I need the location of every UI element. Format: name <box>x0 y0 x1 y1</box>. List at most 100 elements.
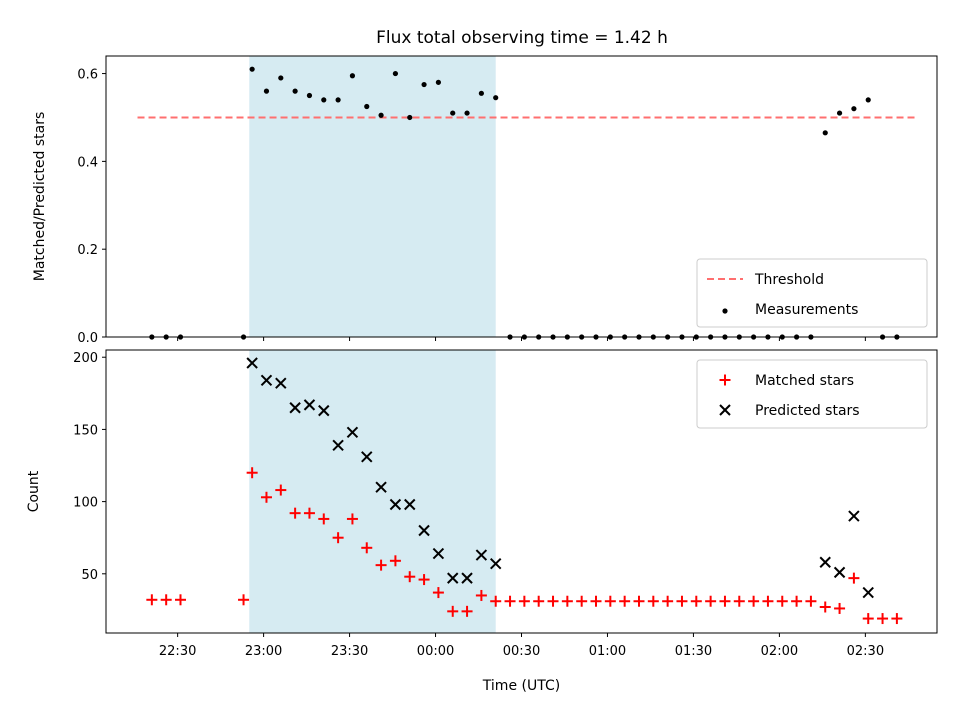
x-tick-label: 23:00 <box>245 644 282 659</box>
x-tick-label: 22:30 <box>159 644 196 659</box>
y-tick-label: 200 <box>73 351 98 366</box>
matched-star-point <box>346 513 358 525</box>
matched-star-point <box>533 595 545 607</box>
predicted-star-point <box>418 524 430 537</box>
cross-b <box>361 451 373 463</box>
cross-b <box>490 557 502 570</box>
observing-window-span-bottom <box>249 350 496 633</box>
predicted-star-point <box>862 586 874 599</box>
ratio-x-ticks <box>177 337 866 341</box>
legend-label: Matched stars <box>755 373 854 389</box>
matched-star-point <box>819 601 831 613</box>
measurement-point <box>478 90 484 96</box>
matched-star-point <box>834 602 846 614</box>
x-tick-label: 01:30 <box>675 644 712 659</box>
matched-star-point <box>260 491 272 503</box>
ratio-panel: 0.0 0.2 0.4 0.6 Matched/Predicted stars Thr… <box>32 55 938 346</box>
cross-b <box>289 402 301 414</box>
predicted-star-point <box>318 404 330 417</box>
cross-b <box>346 426 359 439</box>
count-y-ticks: 50 100 150 200 <box>73 351 106 583</box>
legend-label: Threshold <box>754 272 824 288</box>
matched-star-point <box>690 595 702 607</box>
measurement-point <box>392 70 399 77</box>
x-tick-label: 02:30 <box>847 644 884 659</box>
count-y-axis-label: Count <box>26 470 42 512</box>
ratio-y-ticks: 0.0 0.2 0.4 0.6 <box>77 68 106 346</box>
predicted-star-point <box>361 451 373 463</box>
matched-star-point <box>146 594 158 606</box>
matched-star-point <box>619 595 631 607</box>
matched-star-point <box>238 594 250 606</box>
y-tick-label: 100 <box>73 496 98 511</box>
matched-star-point <box>776 595 788 607</box>
measurement-point <box>378 112 384 118</box>
measurement-point <box>836 110 843 116</box>
predicted-star-point <box>346 426 359 439</box>
predicted-star-point <box>246 357 258 369</box>
cross-b <box>318 404 330 417</box>
legend-predicted-swatch <box>719 404 731 416</box>
x-tick-label: 00:00 <box>417 644 454 659</box>
ratio-y-axis-label: Matched/Predicted stars <box>32 112 48 282</box>
matched-star-point <box>848 572 860 584</box>
matched-star-point <box>762 595 774 607</box>
measurement-point <box>349 73 356 79</box>
x-tick-label: 00:30 <box>503 644 540 659</box>
cross-b <box>275 377 287 389</box>
measurement-point <box>865 97 871 103</box>
measurement-point <box>321 97 327 103</box>
cross-b <box>260 374 273 387</box>
predicted-star-point <box>461 572 473 584</box>
cross-b <box>447 572 459 584</box>
measurement-point <box>493 95 499 101</box>
chart-title: Flux total observing time = 1.42 h <box>376 28 668 48</box>
cross-b <box>332 439 344 452</box>
matched-star-point <box>590 595 602 607</box>
matched-star-point <box>518 595 530 607</box>
matched-star-point <box>705 595 717 607</box>
matched-star-point <box>891 613 903 625</box>
matched-star-point <box>633 595 645 607</box>
predicted-star-point <box>389 498 402 511</box>
matched-star-point <box>719 595 731 607</box>
measurement-point <box>249 66 255 72</box>
y-tick-label: 150 <box>73 423 98 438</box>
measurement-point <box>292 88 298 94</box>
cross-b <box>819 556 831 568</box>
measurement-point <box>421 81 427 88</box>
ratio-legend: Threshold Measurements <box>696 258 928 328</box>
matched-star-point <box>604 595 616 607</box>
matched-star-point <box>275 484 287 496</box>
matched-star-point <box>461 605 473 617</box>
matched-star-point <box>877 613 889 625</box>
measurement-point <box>263 88 270 94</box>
y-tick-label: 0.4 <box>77 155 98 170</box>
cross-b <box>246 357 258 369</box>
matched-star-point <box>160 594 172 606</box>
predicted-star-point <box>833 566 846 579</box>
matched-star-point <box>375 559 387 571</box>
matched-star-point <box>791 595 803 607</box>
x-tick-label: 02:00 <box>761 644 798 659</box>
x-tick-label: 23:30 <box>331 644 368 659</box>
matched-star-point <box>547 595 559 607</box>
cross-b <box>418 524 430 537</box>
legend-box <box>696 258 928 328</box>
legend-label: Predicted stars <box>755 403 860 419</box>
predicted-star-point <box>490 557 502 570</box>
matched-star-point <box>432 587 444 599</box>
matched-star-point <box>504 595 516 607</box>
count-panel: 50 100 150 200 22:30 23:00 23:30 00:00 00:30 01:… <box>26 349 938 694</box>
matched-star-point <box>576 595 588 607</box>
cross-b <box>375 481 387 493</box>
matched-star-point <box>246 467 258 479</box>
legend-label: Measurements <box>755 302 858 318</box>
matched-star-point <box>748 595 760 607</box>
predicted-star-point <box>848 510 860 522</box>
y-tick-label: 0.2 <box>77 243 98 258</box>
cross-b <box>461 572 473 584</box>
cross-b <box>389 498 402 511</box>
matched-star-point <box>862 613 874 625</box>
predicted-star-point <box>332 439 344 452</box>
